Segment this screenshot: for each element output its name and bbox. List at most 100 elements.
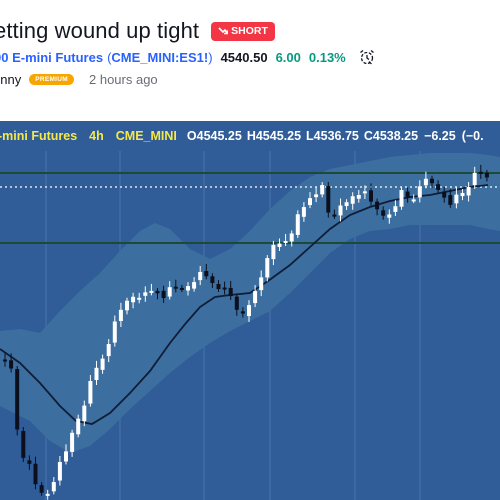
envelope-band — [0, 153, 500, 453]
candle-body — [387, 214, 392, 218]
candle-body — [137, 297, 142, 300]
candle-body — [198, 271, 203, 281]
symbol-ticker-link[interactable]: CME_MINI:ES1! — [111, 49, 209, 65]
candle-body — [240, 311, 245, 314]
candle-body — [125, 300, 129, 311]
title-row: etting wound up tight SHORT — [0, 17, 275, 45]
candle-body — [399, 190, 404, 207]
candle-body — [448, 195, 453, 205]
candle-body — [70, 432, 75, 452]
candle-body — [21, 431, 26, 458]
candle-body — [265, 258, 270, 278]
candle-body — [271, 244, 276, 260]
candle-body — [100, 358, 105, 370]
candle-body — [277, 243, 282, 247]
candle-body — [149, 290, 154, 293]
price-chart[interactable]: -mini Futures 4h CME_MINI O4545.25 H4545… — [0, 121, 500, 500]
candle-body — [88, 381, 93, 404]
candle-body — [118, 309, 123, 321]
symbol-row: 00 E-mini Futures (CME_MINI:ES1!) 4540.5… — [0, 48, 376, 66]
legend-change: −6.25 — [424, 129, 456, 143]
alarm-clock-icon[interactable] — [358, 48, 376, 66]
candle-body — [344, 202, 349, 207]
candle-body — [332, 214, 337, 217]
candle-body — [466, 186, 471, 196]
candle-body — [64, 451, 68, 462]
short-badge: SHORT — [211, 21, 275, 41]
candle-body — [405, 191, 410, 198]
candle-body — [356, 195, 361, 199]
candle-body — [417, 186, 422, 198]
candle-body — [393, 206, 398, 212]
candle-body — [253, 291, 258, 304]
candle-body — [106, 344, 111, 357]
candle-body — [295, 214, 300, 235]
legend-close-key: C — [363, 129, 373, 143]
candle-body — [454, 194, 459, 204]
idea-header: etting wound up tight SHORT 00 E-mini Fu… — [0, 0, 500, 121]
candle-body — [234, 296, 239, 310]
candle-body — [436, 184, 441, 190]
symbol-change-percent: 0.13% — [308, 49, 346, 65]
candle-body — [308, 198, 312, 206]
candle-body — [320, 185, 325, 195]
short-badge-label: SHORT — [231, 25, 268, 37]
premium-badge: PREMIUM — [29, 73, 74, 85]
candle-body — [15, 369, 20, 430]
candle-body — [3, 359, 7, 362]
legend-symbol: -mini Futures — [0, 129, 78, 143]
candle-body — [33, 463, 38, 485]
candle-body — [362, 191, 367, 194]
chart-legend: -mini Futures 4h CME_MINI O4545.25 H4545… — [0, 127, 484, 145]
candle-body — [155, 290, 160, 294]
symbol-price: 4540.50 — [220, 49, 268, 65]
legend-close: 4538.25 — [372, 129, 419, 143]
candle-body — [222, 287, 227, 290]
candle-body — [484, 172, 489, 178]
legend-low-key: L — [306, 129, 314, 143]
idea-title: etting wound up tight — [0, 18, 200, 43]
chart-canvas — [0, 151, 500, 500]
legend-change-percent: (−0. — [461, 129, 484, 143]
candle-body — [167, 287, 172, 297]
trend-down-arrow-icon — [218, 26, 229, 36]
author-row: unny PREMIUM 2 hours ago — [0, 70, 158, 88]
symbol-paren-close: ) — [208, 49, 213, 65]
candle-body — [131, 296, 136, 303]
symbol-paren-open: ( — [107, 49, 112, 65]
author-name[interactable]: unny — [0, 71, 22, 87]
candle-body — [411, 199, 416, 202]
candle-body — [216, 284, 221, 290]
candle-body — [478, 171, 483, 174]
candle-body — [192, 282, 197, 289]
legend-open-key: O — [186, 129, 197, 143]
candle-body — [314, 194, 319, 198]
symbol-change: 6.00 — [275, 49, 301, 65]
candle-body — [326, 186, 331, 213]
candle-body — [143, 292, 148, 296]
candle-body — [375, 201, 380, 210]
candle-body — [27, 460, 32, 464]
legend-high-key: H — [246, 129, 256, 143]
candle-body — [112, 321, 117, 343]
symbol-name-link[interactable]: 00 E-mini Futures — [0, 49, 104, 65]
candle-body — [228, 287, 233, 297]
candle-body — [94, 367, 99, 381]
candle-body — [9, 360, 14, 369]
candle-body — [57, 462, 62, 481]
candle-body — [179, 287, 184, 290]
candle-body — [39, 485, 44, 493]
legend-open: 4545.25 — [196, 129, 242, 143]
candle-body — [51, 482, 56, 492]
published-time: 2 hours ago — [89, 71, 158, 87]
candle-body — [173, 286, 178, 289]
candle-body — [76, 418, 81, 435]
candle-body — [247, 305, 251, 317]
candle-body — [186, 286, 190, 291]
candle-body — [259, 277, 264, 291]
legend-low: 4536.75 — [313, 129, 359, 143]
candle-body — [82, 405, 87, 422]
candle-body — [45, 493, 50, 496]
candle-body — [301, 207, 306, 217]
candle-body — [472, 172, 477, 185]
